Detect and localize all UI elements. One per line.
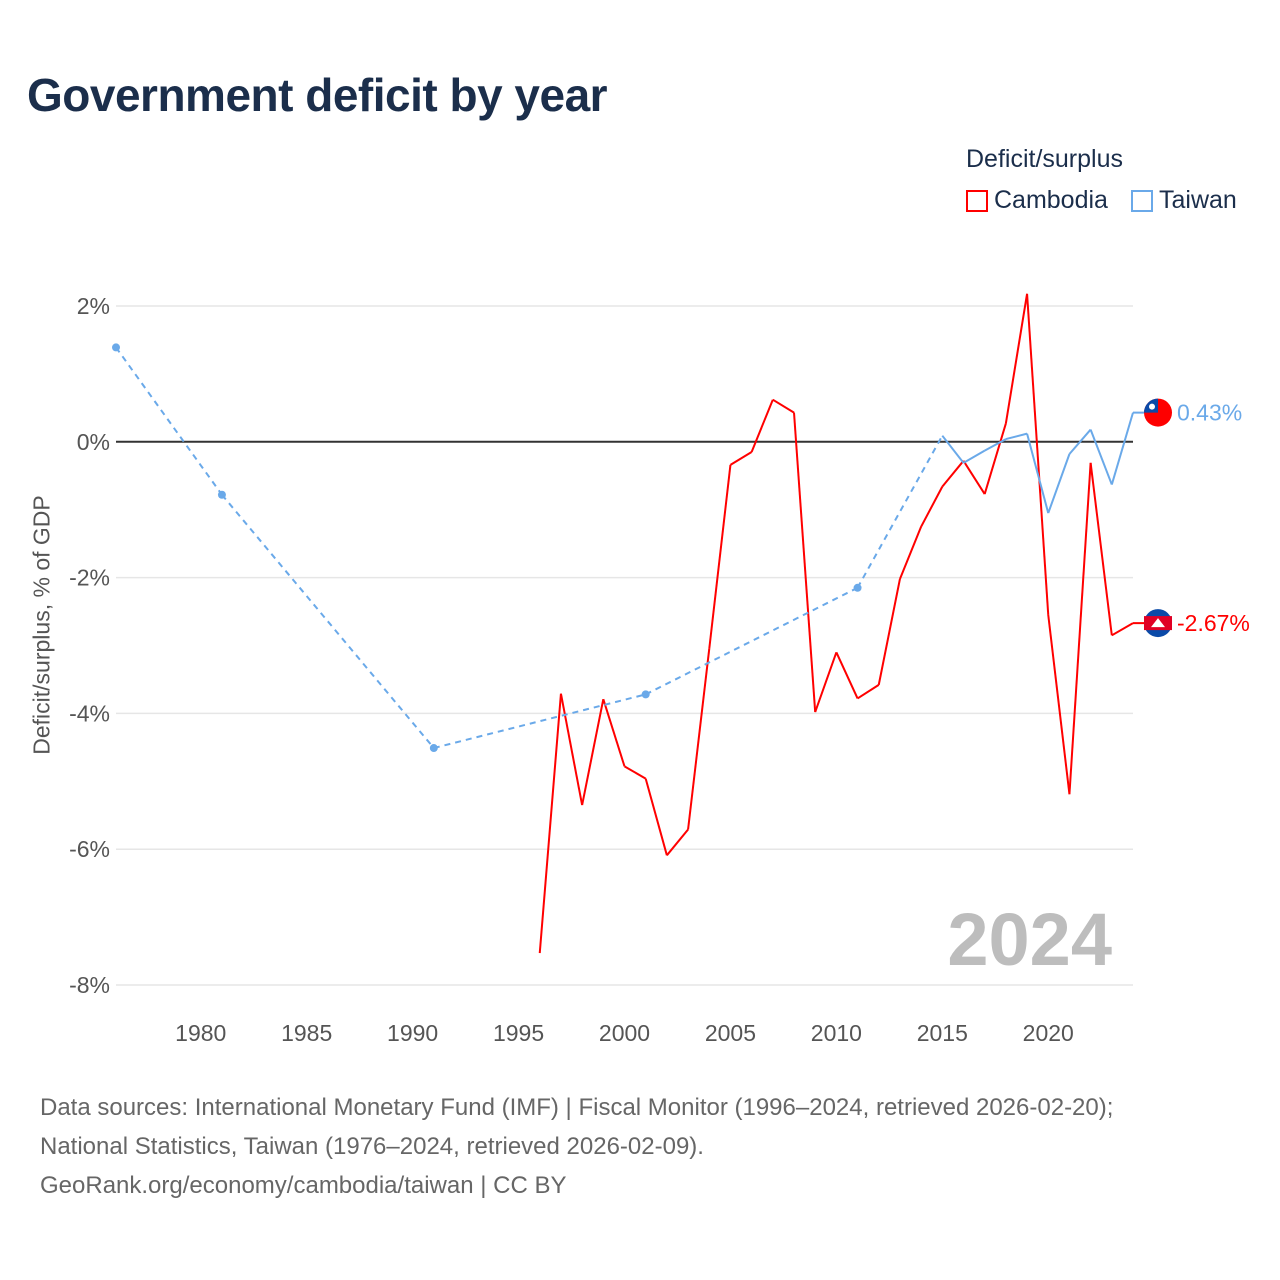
legend-item-taiwan[interactable]: Taiwan bbox=[1131, 186, 1237, 215]
cambodia-segment bbox=[559, 693, 584, 806]
x-tick-label: 2010 bbox=[811, 1020, 862, 1046]
cambodia-segment bbox=[899, 526, 923, 580]
taiwan-point bbox=[217, 490, 226, 499]
x-tick-label: 2020 bbox=[1023, 1020, 1074, 1046]
legend-title: Deficit/surplus bbox=[966, 145, 1123, 173]
legend-label: Taiwan bbox=[1159, 186, 1237, 214]
taiwan-segment bbox=[856, 435, 944, 589]
cambodia-segment bbox=[1047, 614, 1071, 795]
cambodia-segment bbox=[1089, 462, 1113, 636]
cambodia-segment bbox=[624, 765, 647, 780]
source-line[interactable]: GeoRank.org/economy/cambodia/taiwan | CC… bbox=[40, 1172, 567, 1199]
cambodia-segment bbox=[814, 651, 838, 713]
taiwan-segment bbox=[433, 693, 646, 749]
y-tick-label: -8% bbox=[69, 972, 110, 998]
year-watermark: 2024 bbox=[947, 898, 1112, 981]
cambodia-segment bbox=[772, 398, 795, 414]
sources: Data sources: International Monetary Fun… bbox=[40, 1088, 1113, 1205]
taiwan-segment bbox=[1047, 453, 1071, 514]
taiwan-segment bbox=[1110, 412, 1134, 485]
taiwan-segment bbox=[645, 586, 859, 696]
cambodia-segment bbox=[687, 648, 711, 830]
cambodia-segment bbox=[920, 486, 944, 528]
cambodia-segment bbox=[835, 651, 859, 699]
cambodia-segment bbox=[666, 828, 689, 856]
taiwan-end-label: 0.43% bbox=[1177, 400, 1242, 426]
taiwan-segment bbox=[1089, 429, 1113, 485]
taiwan-segment bbox=[941, 435, 965, 464]
x-tick-label: 1985 bbox=[281, 1020, 332, 1046]
cambodia-segment bbox=[1068, 462, 1092, 795]
taiwan-segment bbox=[115, 346, 223, 496]
x-tick-label: 2000 bbox=[599, 1020, 650, 1046]
taiwan-point bbox=[112, 343, 120, 352]
taiwan-segment bbox=[1068, 428, 1092, 455]
y-tick-label: -6% bbox=[69, 836, 110, 862]
legend-swatch bbox=[966, 189, 988, 212]
taiwan-segment bbox=[221, 494, 435, 749]
cambodia-segment bbox=[857, 684, 880, 700]
cambodia-segment bbox=[1111, 622, 1134, 637]
y-tick-label: 2% bbox=[77, 293, 110, 319]
taiwan-point bbox=[429, 744, 438, 753]
cambodia-segment bbox=[793, 412, 817, 713]
taiwan-point bbox=[853, 583, 862, 592]
cambodia-segment bbox=[877, 578, 901, 686]
taiwan-segment bbox=[963, 449, 986, 464]
taiwan-point bbox=[641, 690, 650, 699]
cambodia-segment bbox=[729, 451, 753, 466]
cambodia-segment bbox=[941, 460, 965, 488]
legend-label: Cambodia bbox=[994, 186, 1108, 214]
taiwan-segment bbox=[984, 438, 1007, 452]
x-tick-label: 1995 bbox=[493, 1020, 544, 1046]
cambodia-segment bbox=[1004, 293, 1029, 424]
x-tick-label: 2015 bbox=[917, 1020, 968, 1046]
y-tick-label: 0% bbox=[77, 429, 110, 455]
cambodia-segment bbox=[538, 693, 562, 954]
x-tick-label: 1980 bbox=[175, 1020, 226, 1046]
cambodia-segment bbox=[581, 698, 605, 806]
legend-swatch bbox=[1131, 189, 1153, 212]
cambodia-end-label: -2.67% bbox=[1177, 610, 1250, 636]
x-tick-label: 2005 bbox=[705, 1020, 756, 1046]
x-tick-label: 1990 bbox=[387, 1020, 438, 1046]
cambodia-segment bbox=[1026, 293, 1050, 616]
y-tick-label: -4% bbox=[69, 700, 110, 726]
chart-title: Government deficit by year bbox=[27, 69, 608, 121]
cambodia-segment bbox=[644, 778, 668, 856]
cambodia-segment bbox=[708, 464, 732, 650]
source-line: Data sources: International Monetary Fun… bbox=[40, 1094, 1114, 1121]
source-line: National Statistics, Taiwan (1976–2024, … bbox=[40, 1133, 704, 1160]
cambodia-segment bbox=[983, 423, 1007, 495]
legend-item-cambodia[interactable]: Cambodia bbox=[966, 186, 1108, 215]
taiwan-segment bbox=[1005, 432, 1028, 441]
cambodia-segment bbox=[962, 460, 986, 495]
cambodia-flag-temple bbox=[1151, 618, 1165, 628]
taiwan-flag-sun bbox=[1149, 403, 1155, 410]
y-tick-label: -2% bbox=[69, 565, 110, 591]
taiwan-segment bbox=[1026, 433, 1050, 514]
cambodia-segment bbox=[750, 399, 774, 453]
cambodia-segment bbox=[602, 698, 626, 767]
